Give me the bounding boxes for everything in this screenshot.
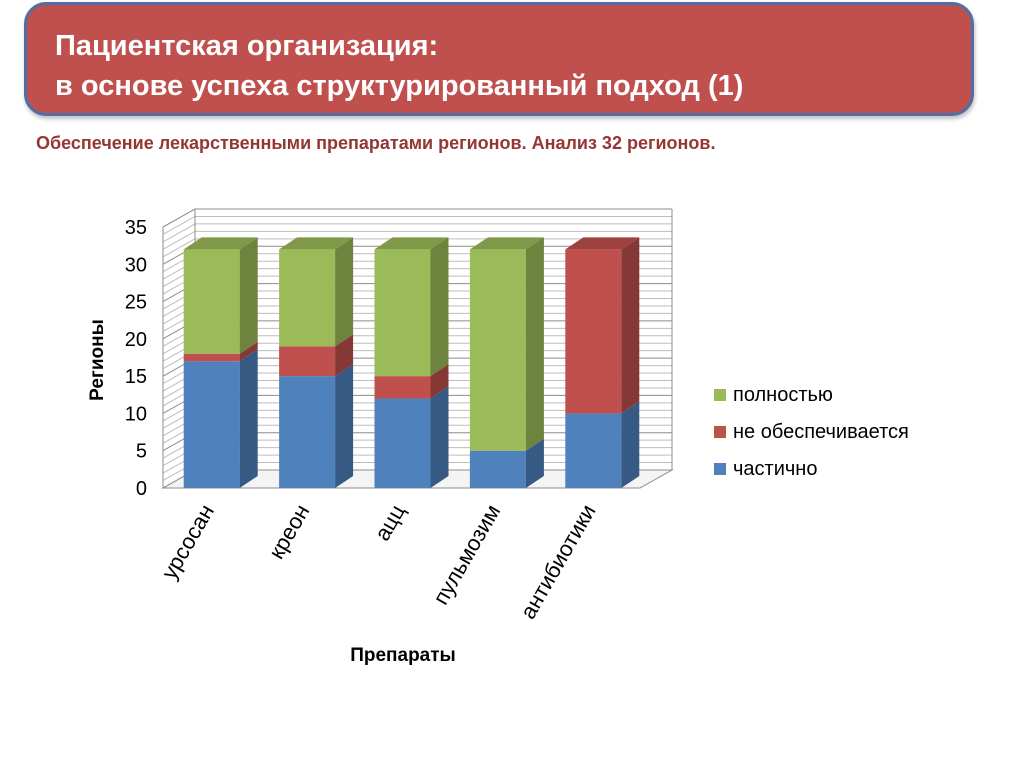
legend-item: полностью: [714, 384, 833, 406]
y-tick-label: 0: [136, 478, 147, 500]
bar-front: [374, 376, 431, 399]
bar-front: [183, 249, 240, 354]
slide-title-line-2: в основе успеха структурированный подход…: [55, 70, 744, 102]
bar-front: [565, 249, 622, 414]
bars: [183, 237, 640, 488]
y-tick-label: 5: [136, 441, 147, 463]
y-tick-label: 30: [125, 254, 147, 276]
bar-top: [565, 237, 640, 250]
bar-front: [374, 249, 431, 377]
bar-segment: [565, 401, 640, 488]
bar-segment: [374, 237, 449, 377]
legend-item: частично: [714, 458, 817, 480]
bar-side: [621, 237, 640, 414]
chart-legend: полностью не обеспечивается частично: [714, 384, 909, 480]
bar-side: [525, 438, 544, 488]
x-axis-title: Препараты: [350, 645, 456, 666]
legend-swatch: [714, 463, 726, 475]
bar-segment: [565, 237, 640, 414]
y-tick-label: 35: [125, 217, 147, 239]
legend-item: не обеспечивается: [714, 421, 909, 443]
bar-side: [335, 334, 354, 377]
y-axis-ticks: 0 5 10 15 20 25 30 35: [125, 217, 147, 500]
x-axis-ticks: урсосан креон ацц пульмозим антибиотики: [156, 500, 600, 623]
bar-side: [239, 237, 258, 354]
y-axis-title: Регионы: [87, 319, 108, 401]
legend-swatch: [714, 389, 726, 401]
y-tick-label: 25: [125, 292, 147, 314]
bar-front: [279, 249, 336, 347]
slide-subtitle: Обеспечение лекарственными препаратами р…: [36, 133, 716, 153]
side-gridline: [162, 238, 196, 258]
bar-segment: [183, 237, 258, 354]
bar-front: [279, 376, 336, 488]
title-banner: Пациентская организация: в основе успеха…: [24, 2, 974, 116]
bar-segment: [469, 438, 544, 488]
legend-swatch: [714, 426, 726, 438]
bar-segment: [279, 237, 354, 347]
bar-side: [430, 364, 449, 399]
bar-side: [239, 341, 258, 362]
bar-side: [430, 237, 449, 377]
bar-top: [469, 237, 544, 250]
x-tick-label: пульмозим: [428, 500, 505, 609]
bar-front: [469, 450, 526, 488]
bar-front: [279, 346, 336, 377]
bar-segment: [279, 334, 354, 377]
x-tick-label: ацц: [369, 500, 410, 545]
legend-label: полностью: [733, 384, 833, 406]
bar-side: [430, 386, 449, 488]
bar-front: [565, 413, 622, 488]
side-wall-top: [162, 208, 196, 228]
bar-front: [183, 353, 240, 362]
legend-label: не обеспечивается: [733, 421, 909, 443]
x-tick-label: урсосан: [156, 500, 219, 583]
side-gridline: [162, 223, 196, 243]
bar-front: [469, 249, 526, 451]
x-tick-label: креон: [264, 500, 315, 563]
legend-label: частично: [733, 458, 817, 480]
bar-side: [335, 364, 354, 488]
side-gridline: [162, 216, 196, 235]
bar-top: [374, 237, 449, 250]
slide-title-line-1: Пациентская организация:: [55, 30, 439, 62]
bar-front: [183, 361, 240, 488]
bar-front: [374, 398, 431, 488]
bar-segment: [469, 237, 544, 451]
side-gridline: [162, 230, 196, 250]
y-tick-label: 15: [125, 366, 147, 388]
y-tick-label: 20: [125, 329, 147, 351]
bar-segment: [183, 341, 258, 362]
bar-side: [335, 237, 354, 347]
x-tick-label: антибиотики: [515, 500, 600, 623]
bar-segment: [374, 386, 449, 488]
bar-segment: [183, 349, 258, 488]
y-tick-label: 10: [125, 403, 147, 425]
bar-top: [183, 237, 258, 250]
bar-side: [525, 237, 544, 451]
bar-top: [279, 237, 354, 250]
bar-segment: [374, 364, 449, 399]
bar-segment: [279, 364, 354, 488]
bar-side: [239, 349, 258, 488]
bar-side: [621, 401, 640, 488]
